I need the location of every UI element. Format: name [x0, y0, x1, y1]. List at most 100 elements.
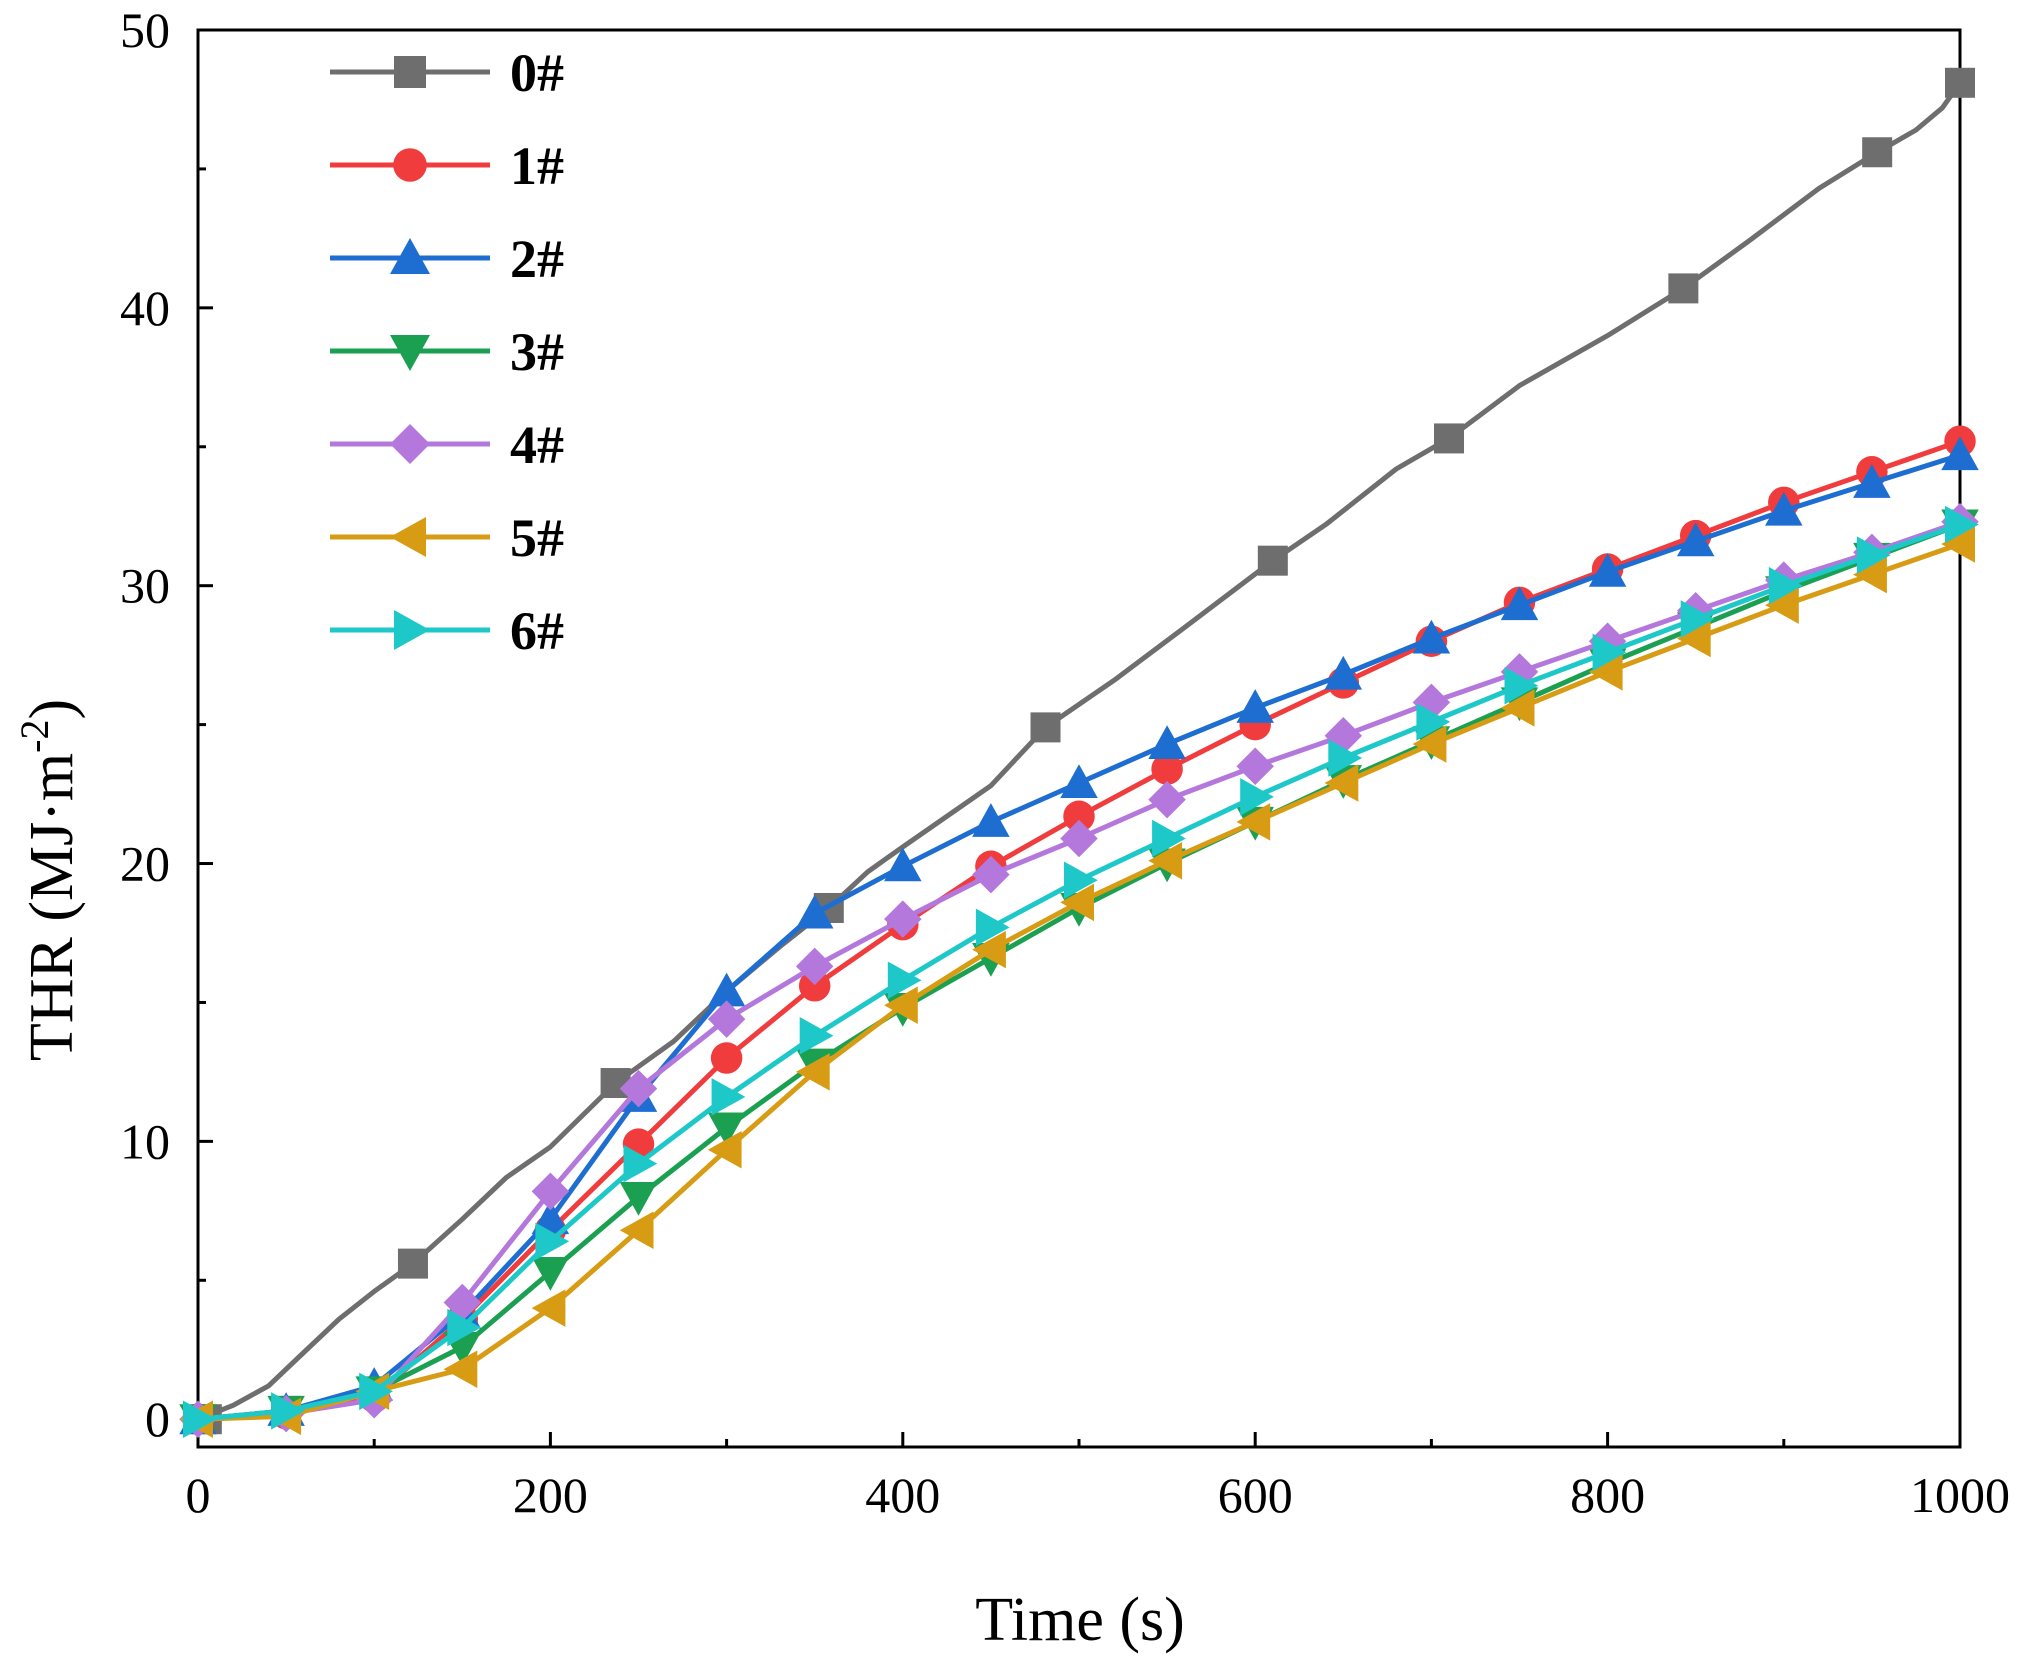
x-tick-label: 800: [1570, 1467, 1645, 1523]
series-2-group: [179, 436, 1979, 1435]
y-tick-label: 30: [120, 558, 170, 614]
series-6-point: [447, 1308, 482, 1347]
series-1-point: [1063, 800, 1095, 833]
series-6-point: [1768, 566, 1803, 605]
legend-marker: [394, 56, 426, 88]
series-6-point: [271, 1392, 305, 1430]
series-4-point: [531, 1172, 570, 1211]
series-2-point: [1588, 553, 1627, 587]
x-tick-label: 600: [1218, 1467, 1293, 1523]
series-1-group: [182, 425, 1976, 1435]
y-tick-label: 50: [120, 2, 170, 58]
legend-marker: [394, 610, 430, 650]
series-4-point: [795, 947, 834, 986]
legend-label: 4#: [510, 415, 564, 475]
series-4-point: [1148, 780, 1186, 819]
series-5-point: [1588, 653, 1623, 691]
legend-label: 0#: [510, 43, 564, 103]
series-4-point: [443, 1283, 482, 1322]
series-5-point: [795, 1053, 830, 1091]
legend-item-1: 1#: [330, 136, 564, 196]
series-5-point: [1676, 619, 1711, 658]
series-1-point: [1151, 753, 1183, 785]
plot-frame: [196, 28, 1962, 1449]
legend-label: 2#: [510, 229, 564, 289]
x-axis-title: Time (s): [975, 1586, 1185, 1654]
series-6-point: [623, 1144, 658, 1183]
legend-item-4: 4#: [330, 415, 564, 475]
series-2-point: [884, 847, 922, 882]
series-6-point: [1152, 819, 1186, 858]
legend-item-0: 0#: [330, 43, 564, 103]
series-6-point: [711, 1078, 746, 1116]
series-2-point: [1941, 436, 1979, 471]
y-tick-label: 40: [120, 280, 170, 336]
series-5-point: [1236, 803, 1271, 841]
series-layer: [179, 67, 1979, 1438]
series-2-point: [707, 972, 746, 1007]
series-0-point: [397, 1248, 428, 1279]
series-2-point: [1060, 764, 1098, 798]
series-0-point: [1434, 423, 1465, 454]
series-0-point: [1257, 545, 1288, 576]
series-2-point: [1236, 689, 1274, 723]
series-5-point: [531, 1289, 566, 1327]
y-tick-label: 10: [120, 1113, 170, 1169]
series-5-point: [972, 930, 1006, 969]
series-5-point: [707, 1130, 742, 1169]
legend-marker: [390, 238, 430, 274]
series-3-point: [619, 1181, 658, 1216]
series-4-point: [1236, 747, 1274, 786]
legend-item-6: 6#: [330, 601, 564, 661]
series-2-point: [1765, 491, 1803, 526]
legend-marker: [390, 424, 430, 464]
series-5-point: [1765, 586, 1799, 624]
series-0-point: [1030, 712, 1061, 743]
series-4-point: [707, 1000, 746, 1038]
series-6-point: [359, 1372, 393, 1411]
series-0-group: [191, 67, 1975, 1435]
series-6-point: [975, 908, 1010, 947]
legend-item-5: 5#: [330, 508, 564, 568]
y-tick-label: 20: [120, 836, 170, 892]
series-2-point: [972, 803, 1010, 837]
series-0-point: [1668, 273, 1699, 304]
series-4-point: [1060, 819, 1098, 858]
legend: 0# 1# 2# 3# 4# 5# 6#: [330, 43, 564, 661]
series-3-point: [707, 1112, 746, 1147]
legend-marker: [390, 517, 426, 557]
series-0-point: [1945, 67, 1975, 98]
y-axis-title-suffix: ): [18, 699, 86, 720]
series-6-point: [535, 1222, 570, 1261]
legend-label: 5#: [510, 508, 564, 568]
series-6-point: [887, 961, 922, 999]
series-5-point: [884, 986, 918, 1024]
series-6-point: [1856, 536, 1891, 574]
series-0-line: [195, 80, 1963, 1422]
series-2-point: [1324, 655, 1363, 690]
legend-item-2: 2#: [330, 229, 564, 289]
series-5-point: [1060, 883, 1094, 922]
x-tick-label: 1000: [1910, 1467, 2010, 1523]
series-5-point: [1853, 555, 1887, 594]
x-tick-label: 200: [513, 1467, 588, 1523]
series-0-point: [1862, 137, 1893, 168]
series-5-point: [1941, 525, 1975, 563]
series-2-point: [1676, 522, 1715, 557]
series-2-point: [795, 894, 834, 929]
x-tick-label: 400: [865, 1467, 940, 1523]
y-tick-label: 0: [145, 1391, 170, 1447]
series-5-point: [1148, 842, 1183, 880]
series-6-point: [1416, 703, 1451, 741]
series-6-point: [1504, 666, 1539, 705]
series-4-point: [884, 900, 922, 938]
series-2-point: [1148, 725, 1186, 760]
legend-item-3: 3#: [330, 322, 564, 382]
series-6-point: [1680, 600, 1715, 638]
y-axis-title-superscript: -2: [12, 720, 57, 753]
series-5-point: [1324, 764, 1359, 802]
series-3-point: [531, 1256, 570, 1291]
series-5-point: [443, 1350, 478, 1388]
